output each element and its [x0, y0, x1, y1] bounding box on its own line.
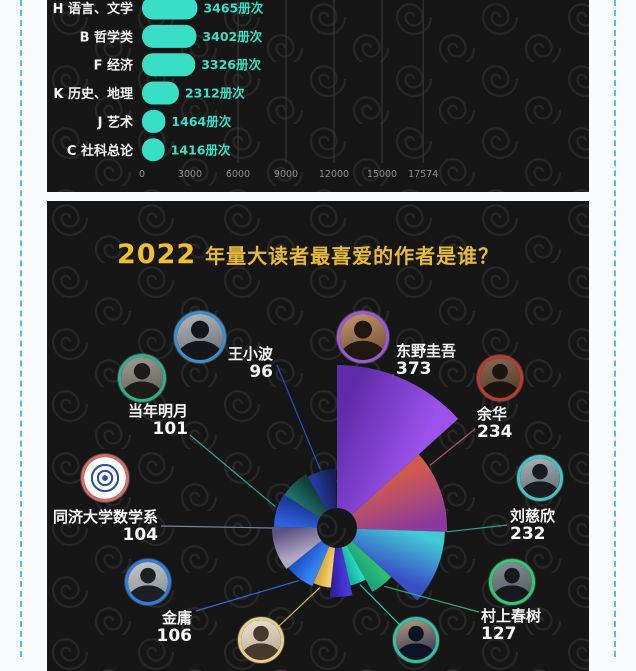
infographic-page: { "page": { "bg": "#f8fafc", "border_col… — [0, 0, 636, 657]
bar — [142, 110, 165, 133]
avatar-photo — [241, 620, 281, 660]
category-label: B 哲学类 — [80, 29, 134, 45]
bar — [142, 25, 196, 48]
rose-chart-title: 2022 年量大读者最喜爱的作者是谁？ — [117, 239, 499, 270]
author-name: 当年明月 — [98, 403, 188, 420]
avatar-东野圭吾 — [337, 311, 389, 363]
author-name: 金庸 — [112, 610, 192, 627]
x-axis-tick-label: 0 — [139, 169, 145, 180]
value-label: 3465册次 — [203, 1, 263, 16]
category-label: K 历史、地理 — [53, 86, 133, 102]
x-axis-tick-label: 17574 — [408, 169, 438, 180]
avatar-金庸 — [125, 559, 171, 605]
avatar-同济大学数学系 — [81, 454, 129, 502]
x-axis-tick-label: 15000 — [367, 169, 397, 180]
value-label: 1464册次 — [171, 114, 231, 129]
avatar-photo — [128, 562, 168, 602]
author-name: 刘慈欣 — [510, 508, 600, 525]
author-name: 余华 — [477, 406, 567, 423]
avatar-photo — [121, 357, 163, 399]
avatar-photo — [84, 457, 126, 499]
value-label: 1416册次 — [171, 142, 231, 157]
author-value: 234 — [477, 423, 567, 442]
author-name: 王小波 — [193, 346, 273, 363]
value-label: 3402册次 — [202, 29, 262, 44]
bar-chart: 0 3000 6000 9000 12000 15000 17574 H 语言、文学 3465册… — [47, 0, 589, 192]
value-label: 3326册次 — [201, 57, 261, 72]
author-value: 127 — [481, 625, 576, 644]
avatar-unlabeled — [393, 617, 439, 663]
author-name: 东野圭吾 — [396, 343, 506, 360]
x-axis-tick-label: 12000 — [319, 169, 349, 180]
title-year: 2022 — [117, 239, 196, 270]
category-label: J 艺术 — [97, 114, 133, 130]
book-category-bar-chart-panel: 0 3000 6000 9000 12000 15000 17574 H 语言、文学 3465册… — [47, 0, 589, 192]
bar — [142, 0, 197, 20]
author-value: 101 — [98, 420, 188, 439]
value-label: 2312册次 — [185, 86, 245, 101]
bar — [142, 53, 195, 76]
x-axis-tick-label: 3000 — [178, 169, 202, 180]
bar — [142, 82, 179, 105]
avatar-photo — [492, 562, 532, 602]
avatar-刘慈欣 — [517, 455, 563, 501]
author-value: 104 — [46, 526, 158, 545]
author-name: 村上春树 — [481, 608, 576, 625]
author-value: 232 — [510, 525, 600, 544]
title-text: 年量大读者最喜爱的作者是谁？ — [205, 240, 499, 269]
x-axis-tick-label: 6000 — [226, 169, 250, 180]
avatar-photo — [396, 620, 436, 660]
avatar-photo — [340, 314, 386, 360]
x-axis-tick-label: 9000 — [274, 169, 298, 180]
category-label: F 经济 — [94, 58, 134, 74]
right-dashed-border — [614, 0, 616, 657]
left-dashed-border — [20, 0, 22, 657]
author-value: 106 — [112, 627, 192, 646]
category-label: C 社科总论 — [67, 143, 134, 159]
avatar-村上春树 — [489, 559, 535, 605]
author-value: 96 — [193, 363, 273, 382]
author-value: 373 — [396, 360, 506, 379]
author-name: 同济大学数学系 — [46, 509, 158, 526]
avatar-unlabeled — [238, 617, 284, 663]
category-label: H 语言、文学 — [53, 1, 133, 17]
avatar-当年明月 — [118, 354, 166, 402]
bar — [142, 138, 165, 161]
avatar-photo — [520, 458, 560, 498]
